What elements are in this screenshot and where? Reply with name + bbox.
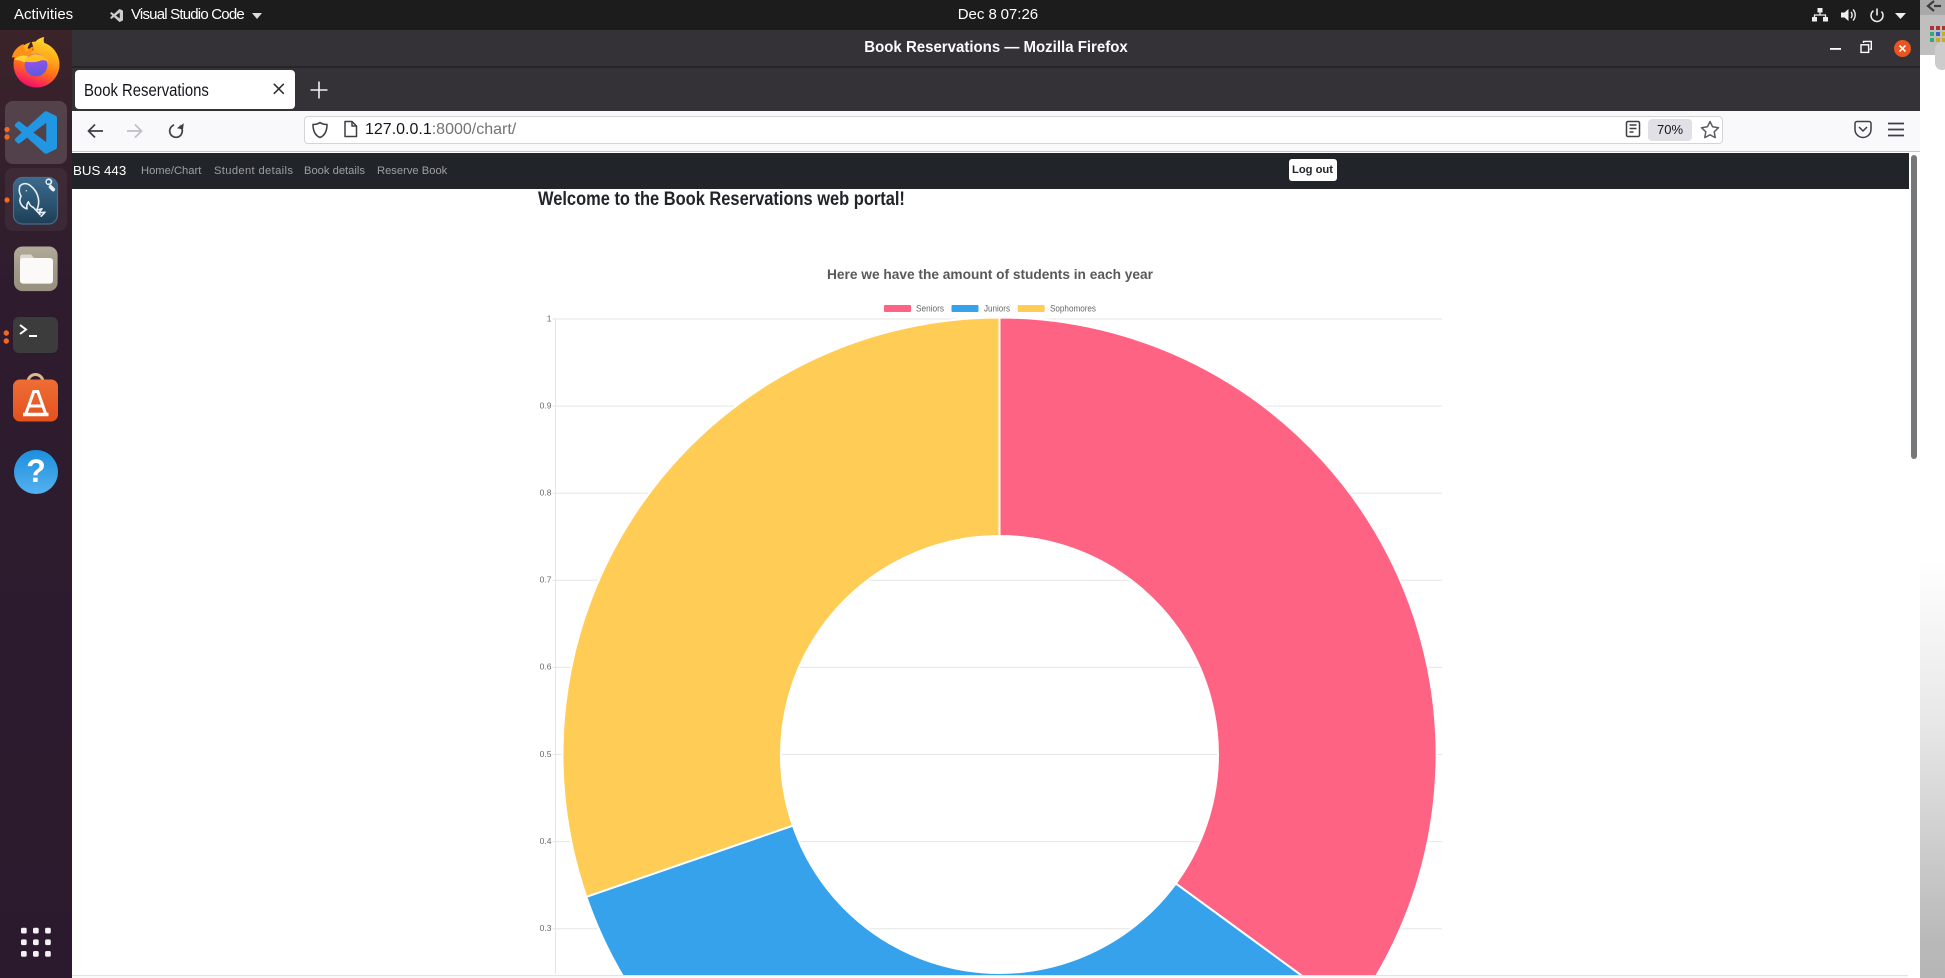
svg-text:0.7: 0.7 (540, 575, 552, 585)
svg-text:Seniors: Seniors (916, 304, 944, 315)
svg-text:0.4: 0.4 (540, 836, 552, 846)
svg-text:Juniors: Juniors (984, 304, 1010, 315)
svg-text:Sophomores: Sophomores (1050, 304, 1096, 315)
svg-text:0.9: 0.9 (540, 400, 552, 410)
svg-text:0.6: 0.6 (540, 662, 552, 672)
svg-text:0.8: 0.8 (540, 488, 552, 498)
svg-text:?: ? (26, 453, 46, 489)
svg-text:0.3: 0.3 (540, 923, 552, 933)
svg-text:Here we have the amount of stu: Here we have the amount of students in e… (827, 266, 1154, 282)
svg-text:0.5: 0.5 (540, 749, 552, 759)
svg-text:1: 1 (547, 313, 552, 323)
